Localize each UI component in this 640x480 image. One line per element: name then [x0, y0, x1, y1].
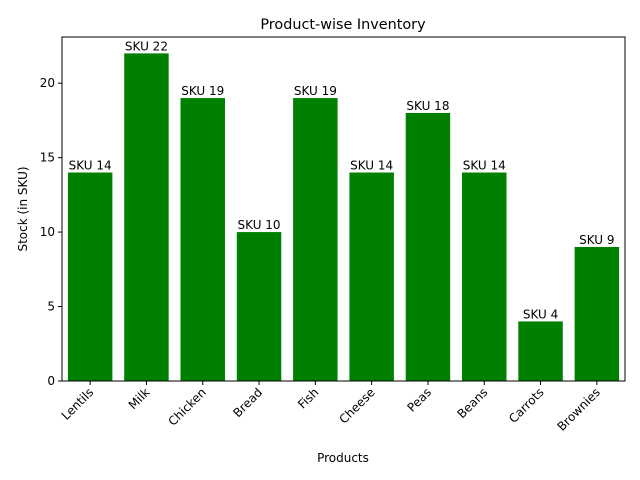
data-label-cheese: SKU 14 — [350, 159, 393, 173]
y-tick-label: 0 — [47, 374, 55, 388]
data-label-chicken: SKU 19 — [181, 84, 224, 98]
y-tick-label: 5 — [47, 300, 55, 314]
bar-chicken — [180, 98, 225, 381]
data-labels-group: SKU 14 SKU 22 SKU 19 SKU 10 SKU 19 SKU 14 SKU … — [69, 39, 615, 321]
bar-bread — [236, 232, 282, 381]
y-tick-label: 20 — [40, 76, 55, 90]
data-label-peas: SKU 18 — [406, 99, 449, 113]
bar-fish — [293, 98, 338, 381]
bar-peas — [405, 112, 451, 381]
y-axis-label: Stock (in SKU) — [16, 166, 30, 251]
data-label-bread: SKU 10 — [238, 218, 281, 232]
data-label-brownies: SKU 9 — [579, 233, 614, 247]
bar-lentils — [67, 172, 113, 381]
plot-frame — [61, 36, 626, 382]
bars-group — [67, 53, 620, 381]
y-axis-ticks: 0 5 10 15 20 — [40, 76, 62, 388]
data-label-fish: SKU 19 — [294, 84, 337, 98]
chart-title: Product-wise Inventory — [260, 17, 426, 33]
data-label-carrots: SKU 4 — [523, 307, 558, 321]
bar-carrots — [518, 321, 563, 381]
y-tick-label: 10 — [40, 225, 55, 239]
bar-brownies — [574, 246, 620, 381]
x-axis-label: Products — [317, 451, 369, 465]
data-label-lentils: SKU 14 — [69, 159, 112, 173]
data-label-beans: SKU 14 — [463, 159, 506, 173]
data-label-milk: SKU 22 — [125, 39, 168, 53]
bar-milk — [124, 53, 169, 381]
bar-cheese — [349, 172, 394, 381]
y-tick-label: 15 — [40, 151, 55, 165]
bar-beans — [462, 172, 507, 381]
